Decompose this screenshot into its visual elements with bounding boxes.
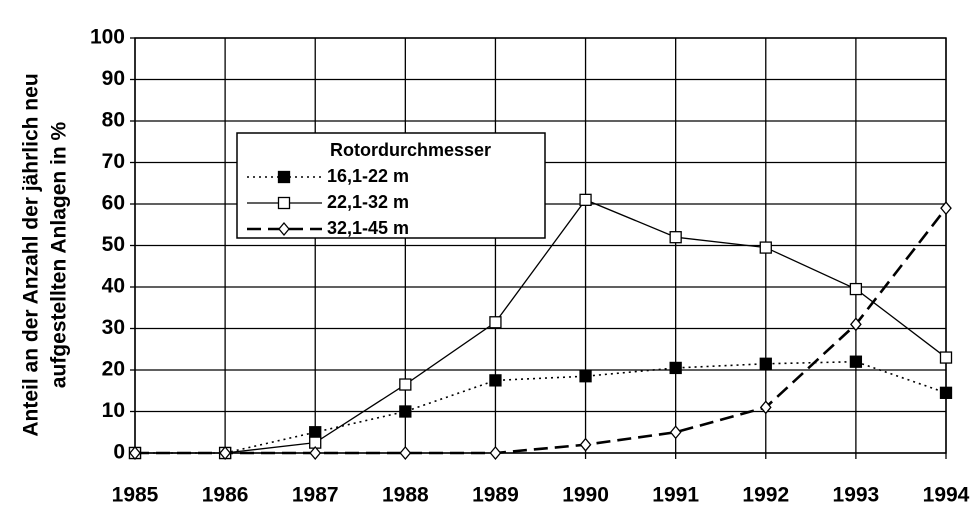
- x-tick-label: 1986: [202, 484, 249, 507]
- marker: [309, 426, 322, 439]
- marker: [309, 445, 322, 461]
- x-tick-label: 1989: [472, 484, 519, 507]
- marker: [489, 316, 502, 329]
- series-line: [135, 360, 947, 454]
- marker: [579, 193, 592, 207]
- y-tick-label: 90: [102, 67, 125, 90]
- y-tick-label: 10: [102, 399, 125, 422]
- marker: [277, 196, 291, 210]
- y-tick-label: 20: [102, 358, 125, 381]
- y-axis-label: Anteil an der Anzahl der jährlich neu: [20, 73, 43, 436]
- x-tick-label: 1990: [562, 484, 609, 507]
- marker: [849, 282, 863, 296]
- marker: [939, 351, 953, 364]
- marker: [399, 445, 412, 461]
- legend-label: 22,1-32 m: [327, 192, 409, 212]
- y-tick-label: 100: [90, 26, 125, 49]
- marker: [129, 445, 141, 461]
- y-tick-label: 60: [102, 192, 125, 215]
- marker: [669, 361, 682, 375]
- legend-box: [236, 132, 546, 239]
- y-tick-label: 30: [102, 316, 125, 339]
- y-tick-label: 70: [102, 150, 125, 173]
- x-tick-label: 1985: [112, 484, 159, 507]
- x-tick-label: 1991: [652, 484, 699, 507]
- marker: [669, 425, 682, 440]
- y-tick-label: 40: [102, 275, 125, 298]
- marker: [850, 317, 862, 332]
- marker: [940, 201, 952, 216]
- x-tick-label: 1987: [292, 484, 339, 507]
- y-tick-label: 80: [102, 109, 125, 132]
- series-line: [135, 199, 947, 454]
- legend-label: 32,1-45 m: [327, 218, 409, 238]
- marker: [939, 386, 953, 399]
- marker: [579, 370, 592, 383]
- y-axis-label: aufgestellten Anlagen in %: [48, 121, 71, 388]
- x-tick-label: 1988: [382, 484, 429, 507]
- x-tick-label: 1992: [742, 484, 789, 507]
- marker: [759, 400, 772, 415]
- marker: [399, 405, 412, 418]
- marker: [669, 231, 682, 244]
- x-tick-label: 1993: [833, 484, 880, 507]
- plot-frame: [134, 37, 947, 454]
- marker: [759, 357, 772, 370]
- y-tick-label: 50: [102, 233, 125, 256]
- marker: [489, 445, 502, 461]
- marker: [399, 378, 412, 391]
- marker: [849, 355, 863, 368]
- x-tick-label: 1994: [923, 484, 970, 507]
- legend-title: Rotordurchmesser: [330, 140, 491, 160]
- y-tick-label: 0: [113, 441, 125, 464]
- marker: [489, 374, 502, 387]
- marker: [759, 241, 772, 254]
- marker: [219, 445, 231, 461]
- legend-label: 16,1-22 m: [327, 166, 409, 186]
- marker: [579, 437, 592, 452]
- marker: [277, 170, 291, 184]
- series-line: [135, 207, 948, 455]
- marker: [278, 221, 290, 237]
